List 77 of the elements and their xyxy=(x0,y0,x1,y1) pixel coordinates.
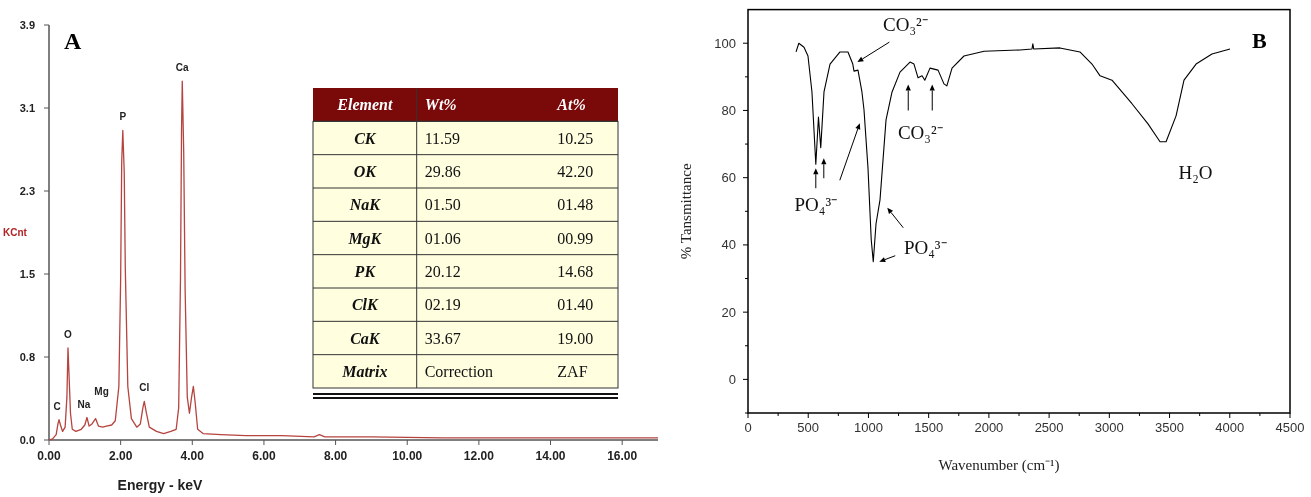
x-tick-label: 3000 xyxy=(1094,420,1124,435)
y-tick-label: 40 xyxy=(721,237,736,253)
annotation: CO₃²⁻ xyxy=(883,13,928,35)
annotation: P xyxy=(119,111,127,123)
category-label: MgK xyxy=(348,229,382,247)
x-tick-label: 2500 xyxy=(1034,420,1064,435)
annotation: Na xyxy=(77,398,91,410)
category-label: ClK xyxy=(351,296,378,314)
text: 01.06 xyxy=(424,229,461,247)
x-tick-label: 10.00 xyxy=(392,449,423,463)
y-tick-label: 0.0 xyxy=(19,433,35,446)
text: ZAF xyxy=(557,362,588,380)
line-series xyxy=(795,42,1231,263)
y-tick-label: 80 xyxy=(721,103,736,118)
y-tick-label: 100 xyxy=(714,35,736,51)
x-axis-title: Wavenumber (cm⁻¹) xyxy=(938,457,1060,474)
y-tick-label: 0.8 xyxy=(19,350,35,363)
text: 29.86 xyxy=(424,162,461,180)
chart-title: A xyxy=(64,28,82,54)
annotation: Cl xyxy=(139,382,150,394)
x-tick-label: 4.00 xyxy=(180,449,205,463)
category-label: CaK xyxy=(350,329,380,347)
text: 14.68 xyxy=(557,262,594,280)
y-tick-label: 60 xyxy=(721,170,736,186)
annotation: PO₄³⁻ xyxy=(794,193,838,215)
y-tick-label: 0 xyxy=(728,371,736,387)
annotation: Mg xyxy=(94,385,109,397)
x-axis-title: Energy - keV xyxy=(117,477,204,493)
x-tick-label: 2.00 xyxy=(108,449,133,463)
x-tick-label: 2000 xyxy=(974,420,1004,435)
x-tick-label: 12.00 xyxy=(463,449,495,463)
y-tick-label: 1.5 xyxy=(19,267,35,280)
text: 00.99 xyxy=(557,229,594,247)
text: 11.59 xyxy=(424,129,461,147)
category-label: Wt% xyxy=(424,96,457,114)
x-tick-label: 8.00 xyxy=(323,449,348,463)
text: 20.12 xyxy=(424,262,461,280)
category-label: CK xyxy=(354,129,376,147)
text: 01.48 xyxy=(557,196,594,214)
annotation: Ca xyxy=(175,62,190,74)
text: B xyxy=(1252,27,1267,53)
x-tick-label: 500 xyxy=(797,420,820,435)
text: 10.25 xyxy=(557,129,594,147)
x-tick-label: 1000 xyxy=(853,420,883,435)
category-label: At% xyxy=(556,96,586,114)
y-axis-title: KCnt xyxy=(3,227,28,238)
x-tick-label: 0 xyxy=(744,420,752,435)
x-tick-label: 0.00 xyxy=(37,449,61,463)
x-tick-label: 3500 xyxy=(1155,420,1185,435)
y-axis-title: % Tansmittance xyxy=(678,163,694,260)
x-tick-label: 16.00 xyxy=(607,449,638,463)
category-label: NaK xyxy=(349,196,380,214)
x-tick-label: 1500 xyxy=(914,420,944,435)
annotation: CO₃²⁻ xyxy=(897,122,943,144)
annotation: H₂O xyxy=(1178,161,1213,183)
text: 42.20 xyxy=(557,162,594,180)
text: 02.19 xyxy=(424,296,461,314)
annotation: PO₄³⁻ xyxy=(903,237,947,259)
x-tick-label: 14.00 xyxy=(535,449,566,463)
x-tick-label: 4500 xyxy=(1275,420,1305,435)
annotation: O xyxy=(64,328,73,340)
text: 01.50 xyxy=(424,196,461,214)
y-tick-label: 2.3 xyxy=(19,184,35,197)
annotation: C xyxy=(53,400,61,412)
y-tick-label: 20 xyxy=(721,304,736,320)
category-label: Element xyxy=(336,96,393,114)
text: 19.00 xyxy=(557,329,594,347)
y-tick-label: 3.1 xyxy=(19,101,35,114)
category-label: OK xyxy=(353,162,376,180)
x-tick-label: 6.00 xyxy=(252,449,276,463)
category-label: PK xyxy=(354,262,376,280)
text: 33.67 xyxy=(424,329,461,347)
text: 01.40 xyxy=(557,296,594,314)
x-tick-label: 4000 xyxy=(1215,420,1245,435)
category-label: Matrix xyxy=(342,362,388,380)
text: Correction xyxy=(424,362,494,380)
y-tick-label: 3.9 xyxy=(19,18,35,31)
